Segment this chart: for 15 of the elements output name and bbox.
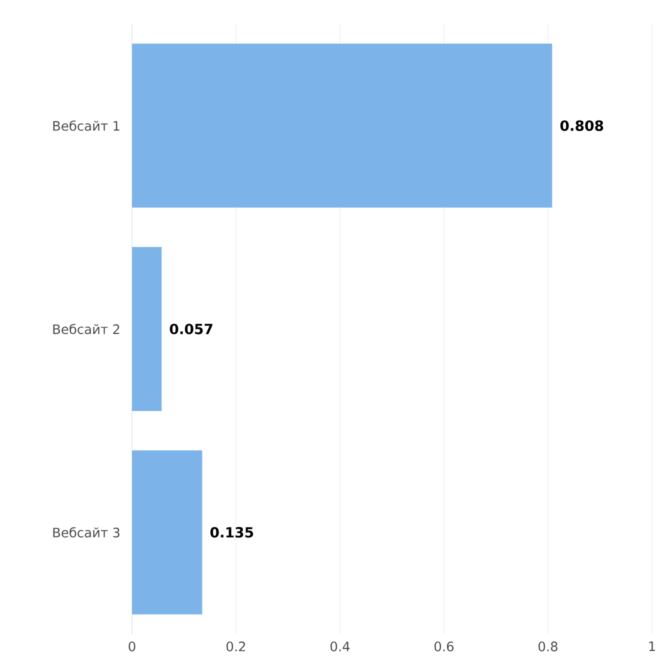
- bar: [132, 44, 552, 208]
- x-tick-label: 0.6: [434, 642, 454, 652]
- y-tick-label: Вебсайт 3: [53, 527, 120, 538]
- bar: [132, 246, 162, 411]
- data-label: 0.135: [210, 527, 254, 538]
- x-tick-label: 0.8: [538, 642, 558, 652]
- x-tick-label: 0.4: [330, 642, 350, 652]
- data-label: 0.808: [560, 120, 604, 131]
- y-tick-label: Вебсайт 2: [53, 324, 120, 334]
- bar: [132, 450, 202, 614]
- data-label: 0.057: [170, 324, 212, 334]
- x-tick-label: 0: [128, 642, 136, 652]
- x-tick-label: 0.2: [226, 642, 246, 652]
- x-tick-label: 1: [649, 642, 655, 652]
- y-tick-label: Вебсайт 1: [53, 120, 120, 131]
